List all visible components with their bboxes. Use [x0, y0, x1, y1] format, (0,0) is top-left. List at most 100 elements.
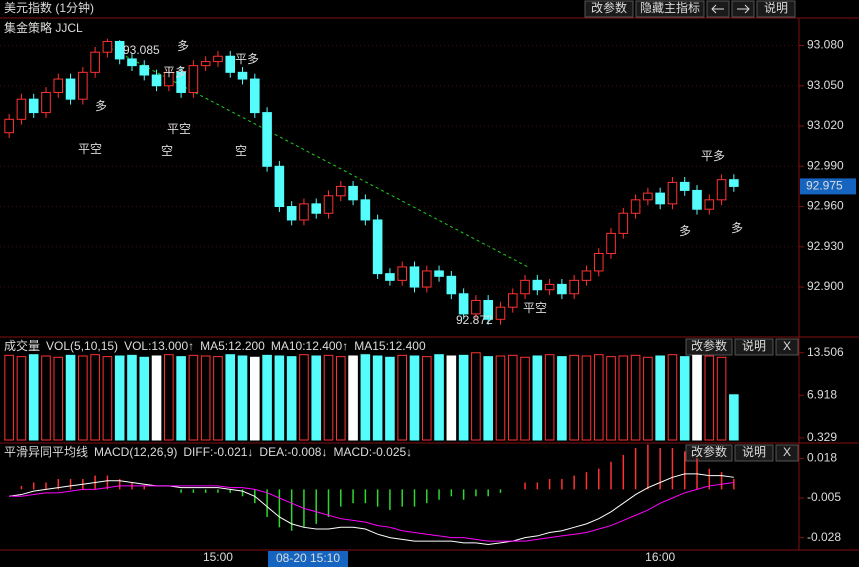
signal-label: 多: [177, 39, 189, 53]
volume-bar: [421, 356, 432, 441]
volume-bar: [520, 356, 530, 441]
volume-bar: [360, 354, 371, 441]
volume-bar: [544, 354, 555, 441]
candle-body: [360, 199, 371, 221]
cursor-label: 08-20 15:10: [276, 551, 340, 565]
candle-body: [114, 40, 125, 60]
candle-body: [90, 51, 100, 73]
volume-bar: [729, 394, 739, 441]
volume-bar: [65, 354, 76, 441]
volume-bar: [213, 356, 223, 441]
candle-body: [557, 283, 567, 295]
button[interactable]: [734, 338, 774, 356]
button-label[interactable]: 说明: [742, 444, 766, 459]
candle-body: [139, 65, 150, 76]
volume-bar: [397, 354, 408, 441]
y-tick-label: 92.930: [807, 239, 844, 253]
button-label[interactable]: X: [783, 339, 791, 353]
button[interactable]: [775, 444, 799, 462]
button[interactable]: [584, 0, 634, 18]
y-tick-label: 92.960: [807, 199, 844, 213]
button-label[interactable]: 隐藏主指标: [640, 0, 700, 15]
volume-bar: [630, 354, 641, 441]
candle-body: [225, 55, 236, 73]
candle-body: [28, 98, 39, 114]
legend-text: MA10:12.400↑: [271, 339, 348, 353]
candle-body: [200, 61, 211, 67]
candle-body: [299, 203, 309, 221]
signal-label: 平空: [167, 122, 191, 136]
candle-body: [716, 179, 727, 201]
last-price: 92.975: [806, 179, 843, 193]
button[interactable]: [756, 0, 796, 18]
signal-label: 平多: [163, 65, 187, 79]
volume-bar: [471, 352, 481, 441]
volume-bar: [114, 355, 125, 441]
candle-body: [692, 189, 702, 210]
button-label[interactable]: 说明: [764, 0, 788, 15]
volume-bar: [385, 356, 395, 441]
candle-body: [372, 219, 383, 275]
candle-body: [495, 306, 506, 320]
volume-bar: [507, 354, 518, 441]
volume-bar: [483, 356, 493, 441]
volume-bar: [176, 356, 186, 441]
volume-bar: [127, 354, 137, 441]
volume-bar: [151, 355, 162, 441]
candle-body: [16, 98, 27, 120]
legend-text: MA15:12.400: [354, 339, 426, 353]
button[interactable]: [635, 0, 705, 18]
volume-bar: [78, 355, 88, 441]
signal-label: 空: [235, 144, 247, 158]
volume-bar: [323, 354, 334, 441]
volume-bar: [716, 356, 727, 441]
volume-bar: [409, 355, 420, 441]
button-label[interactable]: 说明: [742, 338, 766, 353]
volume-bar: [274, 355, 285, 441]
volume-bar: [188, 354, 199, 441]
button-label[interactable]: 改参数: [591, 0, 627, 15]
candle-body: [41, 91, 51, 114]
volume-bar: [679, 356, 690, 441]
volume-bar: [237, 355, 248, 441]
volume-bar: [250, 356, 260, 441]
volume-bar: [41, 355, 51, 441]
candle-body: [520, 279, 530, 295]
button-label[interactable]: 改参数: [691, 338, 727, 353]
candle-body: [581, 270, 592, 281]
signal-label: 空: [161, 144, 173, 158]
volume-bar: [200, 355, 211, 441]
high-label: 93.085: [123, 43, 160, 57]
candle-body: [311, 203, 322, 214]
window-title: 美元指数 (1分钟): [4, 0, 94, 15]
candle-body: [655, 192, 665, 205]
candle-body: [188, 65, 199, 93]
candle-body: [630, 199, 641, 214]
button[interactable]: [775, 338, 799, 356]
candle-body: [434, 270, 444, 277]
volume-bar: [164, 354, 174, 441]
y-tick-label: 0.329: [807, 430, 837, 444]
button[interactable]: [685, 444, 733, 462]
volume-bar: [692, 354, 702, 441]
candle-body: [262, 112, 272, 167]
candle-body: [348, 185, 358, 201]
button[interactable]: [734, 444, 774, 462]
volume-bar: [667, 354, 678, 441]
volume-bar: [28, 354, 39, 441]
candle-body: [458, 293, 469, 315]
volume-bar: [643, 356, 653, 441]
button-label[interactable]: 改参数: [691, 444, 727, 459]
y-tick-label: 93.080: [807, 38, 844, 52]
low-label: 92.872: [456, 313, 493, 327]
y-tick-label: 92.990: [807, 158, 844, 172]
candle-body: [643, 192, 653, 201]
button-label[interactable]: X: [783, 445, 791, 459]
button[interactable]: [685, 338, 733, 356]
volume-bar: [593, 354, 604, 441]
volume-bar: [655, 355, 665, 441]
strategy-label: 集金策略 JJCL: [4, 20, 83, 35]
y-tick-label: -0.005: [807, 490, 841, 504]
legend-text: 成交量: [4, 338, 40, 353]
volume-bar: [139, 356, 150, 441]
